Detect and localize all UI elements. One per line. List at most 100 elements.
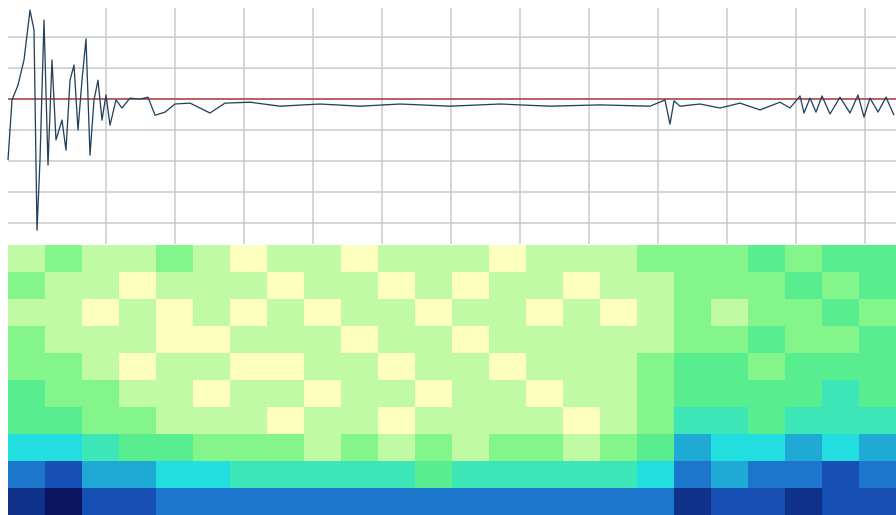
spectrogram-cell (415, 353, 453, 381)
spectrogram-cell (82, 488, 120, 515)
spectrogram-cell (82, 407, 120, 435)
spectrogram-cell (674, 272, 712, 300)
spectrogram-cell (230, 245, 268, 273)
spectrogram-cell (378, 434, 416, 462)
spectrogram-cell (415, 272, 453, 300)
spectrogram-cell (156, 488, 194, 515)
spectrogram-cell (230, 434, 268, 462)
spectrogram-cell (45, 299, 83, 327)
spectrogram-cell (415, 245, 453, 273)
spectrogram-cell (563, 299, 601, 327)
spectrogram-cell (785, 299, 823, 327)
spectrogram-cell (452, 245, 490, 273)
spectrogram-cell (304, 353, 342, 381)
spectrogram-cell (822, 461, 860, 489)
spectrogram-cell (822, 434, 860, 462)
spectrogram-cell (341, 488, 379, 515)
spectrogram-cell (304, 488, 342, 515)
spectrogram-cell (230, 299, 268, 327)
spectrogram-cell (193, 353, 231, 381)
spectrogram-cell (526, 380, 564, 408)
spectrogram-cell (859, 380, 896, 408)
spectrogram-cell (8, 407, 46, 435)
spectrogram-cell (600, 245, 638, 273)
spectrogram-cell (563, 245, 601, 273)
spectrogram-cell (748, 245, 786, 273)
spectrogram-cell (785, 326, 823, 354)
spectrogram-cell (304, 326, 342, 354)
spectrogram-cell (45, 353, 83, 381)
spectrogram-cell (378, 272, 416, 300)
spectrogram-cell (304, 461, 342, 489)
spectrogram-cell (8, 353, 46, 381)
spectrogram-cell (119, 434, 157, 462)
spectrogram-cell (785, 434, 823, 462)
spectrogram-cell (45, 434, 83, 462)
spectrogram-cell (637, 461, 675, 489)
spectrogram-cell (563, 353, 601, 381)
spectrogram-cell (637, 380, 675, 408)
spectrogram-cell (822, 326, 860, 354)
spectrogram-cell (452, 299, 490, 327)
spectrogram-cell (341, 272, 379, 300)
spectrogram-cell (156, 272, 194, 300)
spectrogram-cell (156, 461, 194, 489)
spectrogram-cell (156, 299, 194, 327)
spectrogram-cell (785, 353, 823, 381)
spectrogram-cell (526, 488, 564, 515)
spectrogram-cell (8, 380, 46, 408)
spectrogram-cell (563, 407, 601, 435)
spectrogram-cell (452, 407, 490, 435)
spectrogram-cell (8, 245, 46, 273)
spectrogram-cell (267, 380, 305, 408)
spectrogram-cell (378, 245, 416, 273)
spectrogram-cell (674, 407, 712, 435)
spectrogram-cell (859, 353, 896, 381)
spectrogram-cell (45, 272, 83, 300)
spectrogram-cell (711, 434, 749, 462)
spectrogram-cell (156, 434, 194, 462)
spectrogram-cell (711, 326, 749, 354)
spectrogram-cell (8, 488, 46, 515)
spectrogram-cell (600, 380, 638, 408)
spectrogram-cell (637, 488, 675, 515)
spectrogram-cell (452, 488, 490, 515)
spectrogram-cell (341, 407, 379, 435)
spectrogram-cell (267, 353, 305, 381)
spectrogram-cell (230, 461, 268, 489)
spectrogram-cell (82, 326, 120, 354)
spectrogram-cell (82, 353, 120, 381)
spectrogram-cell (526, 407, 564, 435)
spectrogram-cell (600, 407, 638, 435)
spectrogram-cell (378, 407, 416, 435)
spectrogram-cell (859, 272, 896, 300)
spectrogram-cell (8, 272, 46, 300)
spectrogram-cell (563, 461, 601, 489)
spectrogram-cell (859, 245, 896, 273)
spectrogram-cell (193, 407, 231, 435)
spectrogram-cell (711, 407, 749, 435)
spectrogram-cell (8, 461, 46, 489)
spectrogram-cell (489, 380, 527, 408)
spectrogram-cell (785, 272, 823, 300)
spectrogram-cell (193, 488, 231, 515)
spectrogram-cell (859, 407, 896, 435)
spectrogram-cell (304, 299, 342, 327)
spectrogram-cell (45, 407, 83, 435)
spectrogram-cell (119, 299, 157, 327)
spectrogram-cell (489, 407, 527, 435)
spectrogram-cell (156, 407, 194, 435)
spectrogram-cell (230, 272, 268, 300)
spectrogram-cell (674, 353, 712, 381)
spectrogram-cell (711, 353, 749, 381)
spectrogram-cell (785, 407, 823, 435)
spectrogram-cell (563, 434, 601, 462)
spectrogram-cell (378, 380, 416, 408)
spectrogram-cell (600, 434, 638, 462)
spectrogram-cell (119, 380, 157, 408)
spectrogram-cell (637, 407, 675, 435)
spectrogram-cell (304, 245, 342, 273)
spectrogram-cell (45, 461, 83, 489)
spectrogram-cell (600, 272, 638, 300)
spectrogram-cell (8, 299, 46, 327)
